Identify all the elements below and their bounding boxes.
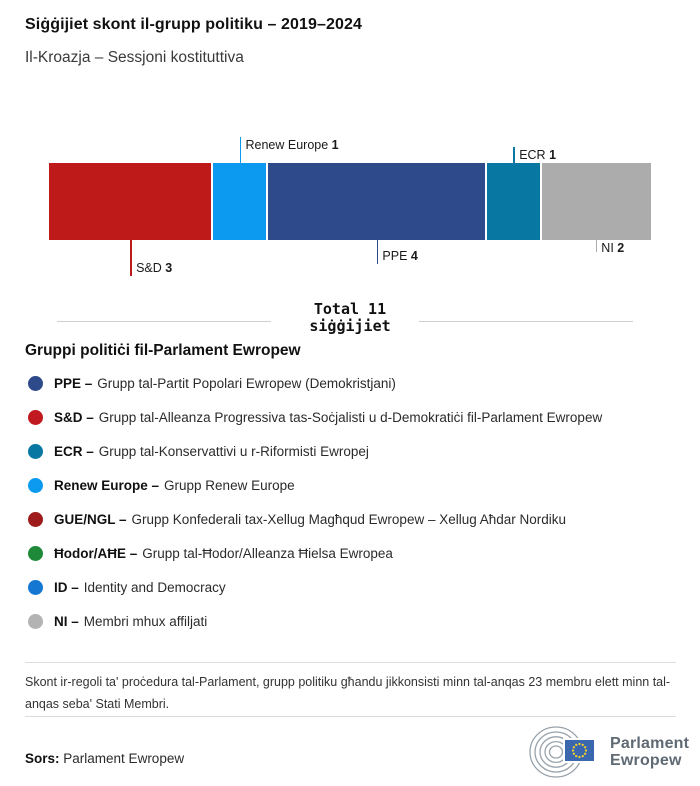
legend-desc: Grupp tal-Ħodor/Alleanza Ħielsa Ewropea	[142, 545, 393, 561]
legend-dot	[28, 443, 43, 459]
legend-desc: Grupp Konfederali tax-Xellug Magħqud Ewr…	[131, 511, 567, 527]
callout-line-s-d	[130, 240, 132, 276]
bar-segment-s-d[interactable]	[49, 163, 212, 240]
bar-label-s-d: S&D 3	[136, 261, 173, 275]
page-title: Siġġijiet skont il-grupp politiku – 2019…	[25, 16, 363, 33]
legend-item-label: S&D – Grupp tal-Alleanza Progressiva tas-…	[54, 410, 602, 425]
legend-dot	[28, 579, 43, 595]
legend-item: ECR – Grupp tal-Konservattivi u r-Riformi…	[25, 434, 685, 468]
legend-dot	[28, 613, 43, 629]
legend-dot	[28, 545, 43, 561]
legend-abbr: Renew Europe –	[54, 477, 160, 493]
legend-abbr: ECR –	[54, 443, 94, 459]
bar-segment-renew-europe[interactable]	[213, 163, 266, 240]
footnote-divider-top	[25, 662, 676, 663]
legend-dot	[28, 477, 43, 493]
footnote: Skont ir-regoli ta' proċedura tal-Parlam…	[25, 675, 671, 711]
footnote-divider-bottom	[25, 716, 676, 717]
bar-label-renew-europe: Renew Europe 1	[245, 138, 339, 152]
divider-line-left	[57, 321, 271, 322]
legend-item-label: ECR – Grupp tal-Konservattivi u r-Riformi…	[54, 444, 369, 459]
legend-abbr: GUE/NGL –	[54, 511, 127, 527]
divider-line-right	[419, 321, 633, 322]
eu-flag-icon	[563, 738, 596, 763]
legend-desc: Grupp tal-Alleanza Progressiva tas-Soċja…	[98, 409, 603, 425]
total-caption-line2: siġġijiet	[309, 317, 391, 335]
ep-logo-text-line2: Ewropew	[610, 752, 682, 769]
seats-stacked-bar-chart: S&D 3 Renew Europe 1 PPE 4 ECR 1 NI 2	[0, 0, 700, 300]
legend-item: PPE – Grupp tal-Partit Popolari Ewropew (…	[25, 366, 685, 400]
source-label: Sors:	[25, 751, 60, 766]
callout-line-ecr	[513, 147, 515, 163]
bar-segment-ecr[interactable]	[486, 163, 540, 240]
ep-logo-text: Parlament Ewropew	[610, 735, 689, 769]
callout-line-renew-europe	[239, 137, 242, 163]
bar-label-ppe: PPE 4	[382, 249, 418, 263]
bar-label-ni: NI 2	[601, 241, 625, 255]
legend-item-label: Renew Europe – Grupp Renew Europe	[54, 478, 295, 493]
legend-item: Renew Europe – Grupp Renew Europe	[25, 468, 685, 502]
bar-segment-ni[interactable]	[541, 163, 651, 240]
legend: PPE – Grupp tal-Partit Popolari Ewropew (…	[25, 366, 685, 638]
legend-abbr: S&D –	[54, 409, 94, 425]
ep-logo: Parlament Ewropew	[528, 724, 689, 780]
legend-abbr: Ħodor/AĦE –	[54, 545, 138, 561]
callout-line-ni	[595, 240, 597, 252]
source-line: Sors: Parlament Ewropew	[25, 751, 184, 766]
legend-item-label: NI – Membri mhux affiljati	[54, 614, 207, 629]
legend-item: ID – Identity and Democracy	[25, 570, 685, 604]
legend-item: Ħodor/AĦE – Grupp tal-Ħodor/Alleanza Ħiel…	[25, 536, 685, 570]
legend-desc: Grupp tal-Konservattivi u r-Riformisti E…	[98, 443, 369, 459]
bar-segment-ppe[interactable]	[267, 163, 485, 240]
ep-hemicycle-icon	[529, 726, 596, 778]
legend-abbr: PPE –	[54, 375, 93, 391]
total-caption-line1: Total 11	[313, 300, 387, 318]
legend-heading: Gruppi politiċi fil-Parlament Ewropew	[25, 342, 301, 359]
total-seats-caption: Total 11 siġġijiet	[280, 301, 420, 335]
legend-item-label: PPE – Grupp tal-Partit Popolari Ewropew (…	[54, 376, 396, 391]
legend-dot	[28, 511, 43, 527]
eu-flag-stars	[571, 742, 588, 759]
legend-desc: Membri mhux affiljati	[83, 613, 208, 629]
ep-logo-text-line1: Parlament	[610, 735, 690, 752]
legend-item: S&D – Grupp tal-Alleanza Progressiva tas-…	[25, 400, 685, 434]
legend-item-label: ID – Identity and Democracy	[54, 580, 226, 595]
legend-item-label: GUE/NGL – Grupp Konfederali tax-Xellug Ma…	[54, 512, 566, 527]
legend-item-label: Ħodor/AĦE – Grupp tal-Ħodor/Alleanza Ħiel…	[54, 546, 393, 561]
legend-desc: Grupp tal-Partit Popolari Ewropew (Demok…	[97, 375, 396, 391]
legend-abbr: NI –	[54, 613, 79, 629]
bar-label-ecr: ECR 1	[519, 148, 557, 162]
legend-desc: Grupp Renew Europe	[164, 477, 295, 493]
legend-item: GUE/NGL – Grupp Konfederali tax-Xellug Ma…	[25, 502, 685, 536]
legend-item: NI – Membri mhux affiljati	[25, 604, 685, 638]
legend-dot	[28, 375, 43, 391]
legend-dot	[28, 409, 43, 425]
page-subtitle: Il-Kroazja – Sessjoni kostituttiva	[25, 49, 244, 66]
source-value: Parlament Ewropew	[63, 751, 185, 766]
legend-desc: Identity and Democracy	[83, 579, 226, 595]
callout-line-ppe	[376, 240, 379, 264]
legend-abbr: ID –	[54, 579, 79, 595]
